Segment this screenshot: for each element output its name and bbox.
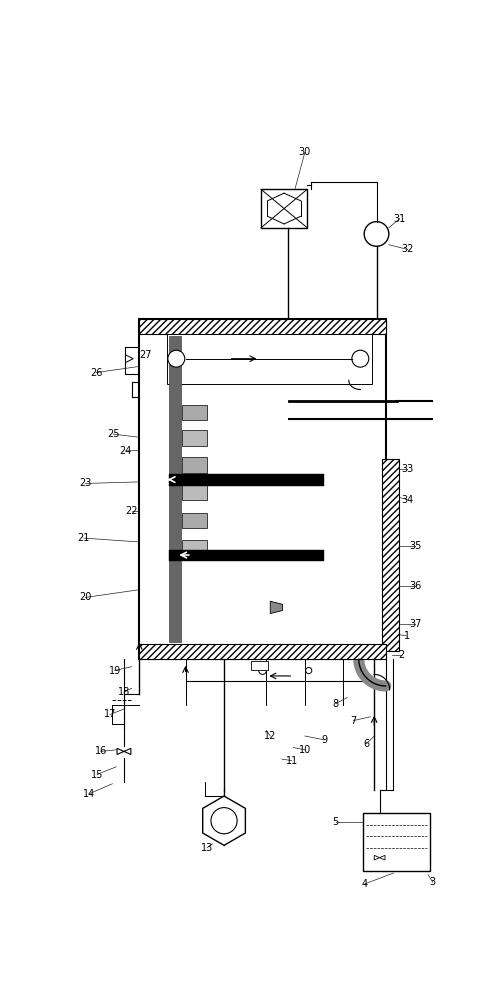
Text: 17: 17 (103, 709, 116, 719)
Bar (182, 484, 207, 500)
Text: 31: 31 (393, 214, 405, 224)
Polygon shape (125, 355, 133, 363)
Text: 23: 23 (79, 478, 91, 488)
Circle shape (364, 222, 388, 246)
Text: 6: 6 (363, 739, 369, 749)
Bar (139, 319, 385, 659)
Bar (139, 319, 385, 334)
Text: 15: 15 (91, 770, 103, 780)
Text: 28: 28 (170, 342, 182, 352)
Text: 21: 21 (78, 533, 90, 543)
Circle shape (258, 667, 266, 674)
Text: 16: 16 (95, 746, 107, 756)
Text: 11: 11 (285, 756, 297, 766)
Ellipse shape (365, 499, 382, 518)
Bar (168, 474, 324, 486)
Bar (182, 430, 207, 446)
Circle shape (167, 350, 184, 367)
Bar (182, 405, 207, 420)
Bar (168, 336, 181, 642)
Circle shape (305, 667, 311, 674)
Text: 30: 30 (298, 147, 310, 157)
Bar (250, 661, 267, 670)
Text: 7: 7 (349, 716, 356, 726)
Text: 34: 34 (400, 495, 412, 505)
Text: 32: 32 (400, 244, 413, 254)
Ellipse shape (365, 561, 382, 580)
Text: 13: 13 (201, 843, 213, 853)
Text: 37: 37 (408, 619, 420, 629)
Text: 5: 5 (332, 817, 338, 827)
Polygon shape (373, 855, 379, 860)
Ellipse shape (365, 622, 382, 642)
Polygon shape (270, 601, 282, 614)
Text: 26: 26 (90, 368, 102, 378)
Text: 4: 4 (361, 879, 367, 889)
Text: 22: 22 (125, 506, 138, 516)
Text: 33: 33 (400, 464, 412, 474)
Polygon shape (117, 748, 123, 754)
Text: 35: 35 (408, 541, 420, 551)
Text: 27: 27 (139, 350, 151, 360)
Polygon shape (123, 748, 131, 754)
Text: 29: 29 (246, 331, 259, 341)
Circle shape (351, 350, 368, 367)
Bar (167, 334, 371, 384)
Bar (182, 457, 207, 473)
Circle shape (210, 808, 237, 834)
Text: 8: 8 (332, 699, 338, 709)
Text: 3: 3 (429, 877, 435, 887)
Text: 25: 25 (107, 429, 119, 439)
Text: 18: 18 (118, 687, 130, 697)
Bar (168, 550, 324, 561)
Bar (182, 513, 207, 528)
Bar (381, 459, 398, 651)
Bar (362, 813, 429, 871)
Polygon shape (379, 855, 384, 860)
Text: 14: 14 (83, 789, 95, 799)
Bar (261, 189, 306, 228)
Ellipse shape (365, 592, 382, 611)
Ellipse shape (365, 468, 382, 488)
Text: 12: 12 (264, 731, 276, 741)
Text: 24: 24 (119, 446, 131, 456)
Bar (182, 540, 207, 555)
Ellipse shape (365, 530, 382, 549)
Polygon shape (203, 796, 245, 845)
Text: 36: 36 (408, 581, 420, 591)
Text: 2: 2 (397, 650, 404, 660)
Text: 10: 10 (298, 745, 310, 755)
Text: 20: 20 (79, 592, 91, 602)
Text: 9: 9 (321, 735, 326, 745)
Text: 1: 1 (403, 631, 409, 641)
Bar (139, 644, 385, 659)
Text: 19: 19 (108, 666, 121, 676)
